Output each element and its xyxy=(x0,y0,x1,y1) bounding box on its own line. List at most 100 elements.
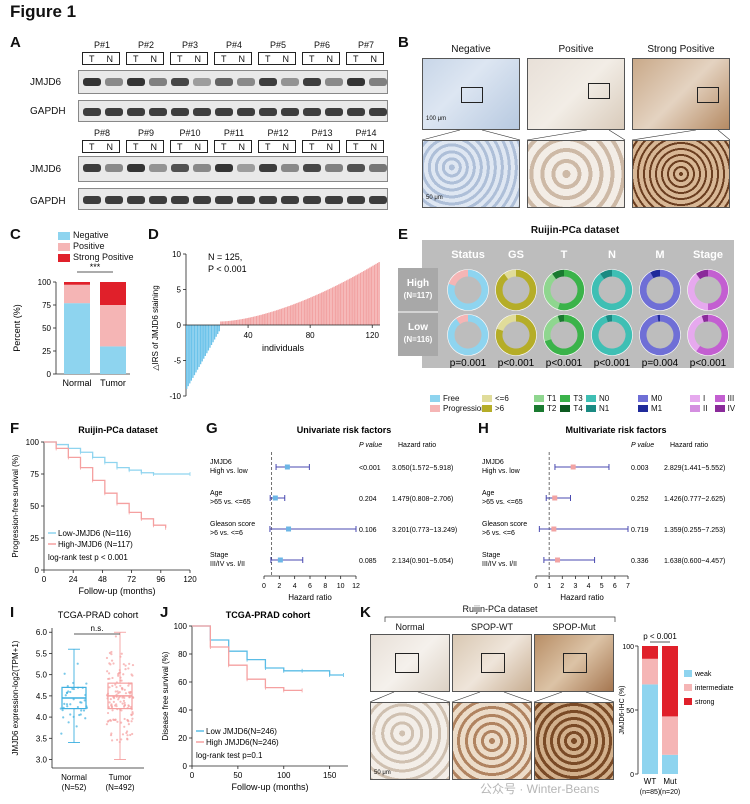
d-bar xyxy=(347,279,349,325)
km-xtick-label: 0 xyxy=(42,575,47,584)
i-point xyxy=(65,703,69,706)
i-point xyxy=(128,692,132,695)
i-ylabel: JMJD6 expression-log2(TPM+1) xyxy=(11,640,20,755)
d-bar xyxy=(272,311,275,325)
e-legend-item: II xyxy=(690,404,711,414)
tumor-lane: T xyxy=(177,141,183,152)
lane-label: P#6 xyxy=(313,40,330,50)
blot-band xyxy=(369,78,387,86)
e-donut-low-t xyxy=(543,315,561,342)
d-bar xyxy=(251,317,253,325)
i-point xyxy=(63,672,66,675)
d-bar xyxy=(283,307,286,325)
d-bar xyxy=(269,312,272,325)
forest-xlabel: Hazard ratio xyxy=(288,593,332,602)
forest-title: Univariate risk factors xyxy=(297,425,392,435)
blot-band xyxy=(127,196,145,204)
lane-label: P#13 xyxy=(311,128,333,138)
d-bar xyxy=(274,310,276,325)
km-legend-1: High-JMJD6 (N=117) xyxy=(58,540,133,549)
km-ytick-label: 80 xyxy=(178,650,187,659)
e-col-n: N xyxy=(608,249,616,261)
d-bar xyxy=(333,286,335,325)
i-point xyxy=(110,704,113,707)
e-donut-high-t xyxy=(557,269,585,311)
ihc-k-normal-high xyxy=(370,702,450,780)
i-point xyxy=(111,709,114,712)
blot-band xyxy=(193,78,211,86)
d-bar xyxy=(248,317,250,325)
ihc-k-mut-low xyxy=(534,634,614,692)
d-bar xyxy=(258,315,261,325)
blot-band xyxy=(281,196,299,204)
forest-row-sub: High vs. low xyxy=(482,468,521,475)
e-donut-low-n xyxy=(591,314,633,356)
forest-pval: <0.001 xyxy=(359,465,381,472)
forest-hr: 1.479(0.808~2.706) xyxy=(392,496,453,503)
i-point xyxy=(123,696,126,700)
d-ytick-label: 5 xyxy=(177,286,182,295)
k-legend-swatch xyxy=(684,698,692,705)
i-point xyxy=(105,656,109,660)
blot-band xyxy=(83,196,101,204)
e-legend-group: Free Progression xyxy=(430,394,486,414)
panel-e-title: Ruijin-PCa dataset xyxy=(530,225,620,236)
e-donut-low-stage xyxy=(687,315,705,352)
i-point xyxy=(105,723,109,726)
e-donut-high-status-outline xyxy=(447,269,489,311)
panel-k-chart: JMJD6-IHC (%) 0 50 100 WT (n=85)Mut (n=20) p < … xyxy=(619,632,734,796)
tumor-lane: T xyxy=(89,141,95,152)
km-ytick-label: 75 xyxy=(30,470,39,479)
k-xtick-n: (n=85) xyxy=(640,789,660,796)
e-legend-item: Free xyxy=(430,394,486,404)
legend-strong: Strong Positive xyxy=(73,252,134,262)
km-xtick-label: 72 xyxy=(127,575,136,584)
forest-xtick-label: 5 xyxy=(600,583,604,590)
d-bar xyxy=(266,313,269,325)
km-xtick-label: 100 xyxy=(277,771,291,780)
i-point xyxy=(110,650,113,654)
i-xtick-label: Tumor xyxy=(109,773,132,782)
d-bar xyxy=(276,310,278,325)
k-legend-swatch xyxy=(684,684,692,691)
i-point xyxy=(79,701,82,704)
d-bar xyxy=(280,308,283,325)
forest-row-name: Stage xyxy=(210,552,228,559)
forest-xtick-label: 2 xyxy=(277,583,281,590)
d-bar xyxy=(189,325,191,384)
e-legend-group: T1 T3 T2 T4 xyxy=(534,394,583,414)
tumor-lane: T xyxy=(133,141,139,152)
i-xtick-n: (N=492) xyxy=(105,783,134,792)
tumor-lane: T xyxy=(221,141,227,152)
panel-a: P#1 T N P#2 T N P#3 T N P#4 T N P#5 T N P#6 T N P#7 T N JMJD… xyxy=(30,40,390,240)
i-point xyxy=(126,734,129,737)
normal-lane: N xyxy=(282,53,290,64)
i-point xyxy=(131,732,134,736)
i-point xyxy=(122,699,126,702)
d-bar xyxy=(215,325,217,337)
d-bar xyxy=(252,316,255,325)
c-bar-negative xyxy=(100,346,126,374)
d-bar xyxy=(198,325,200,367)
lane-label: P#5 xyxy=(269,40,286,50)
e-donut-high-n xyxy=(599,269,613,280)
ihc-k-wt-low xyxy=(452,634,532,692)
e-legend-item: IV xyxy=(714,404,735,414)
c-xtick-label: Tumor xyxy=(100,378,126,388)
blot-band xyxy=(237,78,255,86)
d-bar xyxy=(265,313,267,325)
i-ytick-label: 3.5 xyxy=(36,734,48,743)
e-donut-high-status xyxy=(448,269,469,287)
forest-row-name: JMJD6 xyxy=(482,459,504,466)
normal-lane: N xyxy=(370,53,378,64)
forest-estimate xyxy=(555,557,561,563)
forest-xtick-label: 6 xyxy=(308,583,312,590)
e-legend-item: M1 xyxy=(638,404,662,414)
km-ylabel: Disease free survival (%) xyxy=(161,651,170,740)
ihc-positive-low xyxy=(527,58,625,130)
normal-lane: N xyxy=(282,141,290,152)
i-point xyxy=(123,688,126,691)
d-bar xyxy=(316,294,318,325)
d-bar xyxy=(206,325,208,354)
